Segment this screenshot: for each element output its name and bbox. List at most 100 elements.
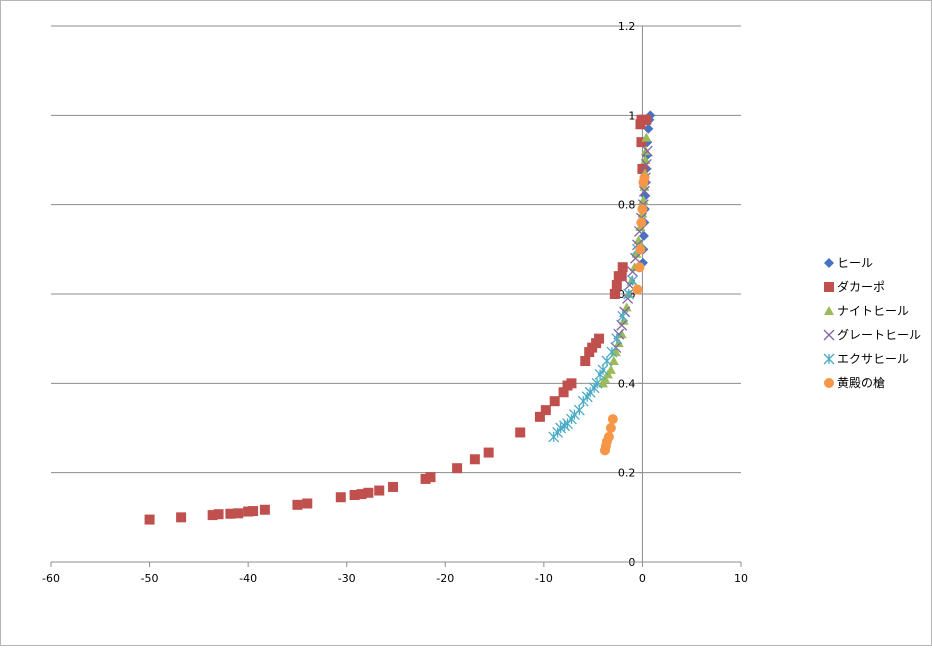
data-point: [611, 280, 622, 291]
data-point: [641, 132, 652, 142]
data-point: [292, 499, 303, 510]
data-point: [594, 333, 605, 344]
data-points: [144, 110, 656, 525]
data-point: [577, 395, 589, 407]
data-point: [617, 310, 629, 322]
legend-label: エクサヒール: [837, 352, 909, 366]
data-point: [549, 396, 560, 407]
y-tick-label: 0.2: [618, 467, 636, 480]
data-point: [540, 405, 551, 416]
data-point: [622, 293, 634, 304]
data-point: [469, 454, 480, 465]
data-point: [638, 185, 650, 197]
data-point: [580, 356, 591, 366]
data-point: [594, 368, 606, 380]
data-point: [643, 123, 654, 134]
data-point: [248, 506, 259, 517]
legend-marker: [824, 378, 834, 388]
legend-label: ヒール: [837, 256, 873, 270]
data-point: [213, 509, 224, 520]
series-5: [548, 243, 643, 443]
legend-marker: [823, 353, 835, 365]
x-tick-label: -50: [141, 572, 159, 585]
data-point: [356, 489, 367, 500]
data-point: [566, 378, 577, 389]
y-tick-label: 0.4: [618, 377, 636, 390]
data-point: [616, 319, 628, 331]
data-point: [388, 481, 399, 492]
data-point: [605, 423, 616, 433]
data-point: [302, 498, 313, 509]
data-point: [641, 114, 652, 125]
data-point: [548, 431, 560, 443]
data-point: [617, 262, 628, 273]
data-point: [623, 288, 635, 300]
data-point: [611, 333, 623, 345]
data-point: [636, 217, 647, 228]
data-point: [483, 447, 494, 458]
data-point: [515, 427, 526, 438]
data-point: [374, 485, 385, 496]
data-point: [640, 159, 652, 170]
x-tick-label: -40: [239, 572, 257, 585]
data-point: [259, 504, 270, 515]
y-tick-label: 0.8: [618, 199, 636, 212]
x-tick-label: -60: [42, 572, 60, 585]
gridlines: [51, 25, 741, 474]
data-point: [176, 512, 187, 523]
legend-label: ナイトヒール: [837, 304, 909, 318]
legend-marker: [823, 329, 835, 341]
data-point: [637, 204, 648, 215]
x-tick-label: -10: [535, 572, 553, 585]
data-point: [144, 514, 155, 525]
data-point: [638, 177, 649, 188]
data-point: [635, 244, 646, 255]
data-point: [634, 262, 645, 273]
legend-label: 黄殿の槍: [837, 375, 885, 390]
x-tick-label: -20: [436, 572, 454, 585]
data-point: [636, 137, 647, 148]
legend-item: ナイトヒール: [824, 304, 909, 318]
legend-marker: [824, 258, 834, 268]
data-point: [608, 356, 619, 365]
y-tick-label: 1.2: [618, 20, 636, 33]
data-point: [621, 302, 632, 312]
data-point: [225, 508, 236, 519]
data-point: [558, 387, 569, 398]
legend-label: グレートヒール: [837, 328, 921, 342]
legend-item: グレートヒール: [823, 328, 921, 342]
data-point: [627, 275, 639, 287]
data-point: [634, 226, 645, 237]
data-point: [606, 346, 618, 358]
x-tick-label: 0: [639, 572, 646, 585]
legend-marker: [824, 306, 834, 315]
data-point: [601, 355, 613, 367]
data-point: [599, 445, 610, 456]
data-point: [630, 252, 641, 264]
data-point: [632, 284, 643, 295]
data-point: [618, 315, 629, 325]
data-point: [609, 289, 620, 299]
x-tick-label: -30: [338, 572, 356, 585]
data-point: [641, 145, 653, 157]
data-point: [534, 411, 545, 422]
y-tick-label: 1: [628, 109, 635, 122]
data-point: [598, 378, 608, 388]
data-point: [425, 472, 436, 483]
legend-item: エクサヒール: [823, 352, 909, 366]
data-point: [616, 271, 627, 282]
legend-item: ダカーポ: [824, 279, 885, 294]
data-point: [613, 338, 624, 348]
series-2: [144, 114, 652, 525]
legend-marker: [824, 282, 834, 292]
data-point: [207, 510, 218, 521]
series-6: [599, 172, 650, 456]
data-point: [233, 508, 244, 519]
data-point: [607, 414, 618, 425]
legend-item: 黄殿の槍: [824, 375, 885, 390]
data-point: [363, 487, 374, 498]
